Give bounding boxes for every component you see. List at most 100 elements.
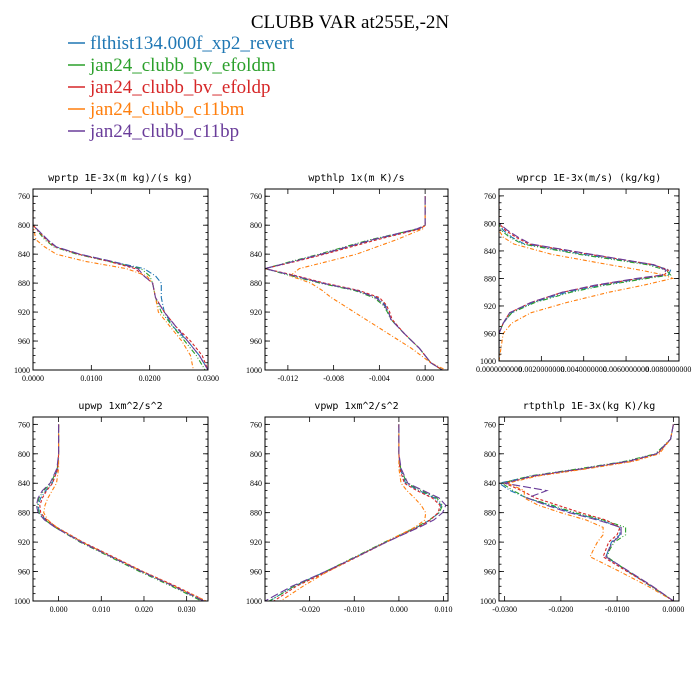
y-tick-label: 960	[18, 337, 30, 346]
legend-item: jan24_clubb_c11bp	[68, 121, 239, 142]
y-tick-label: 760	[250, 420, 262, 429]
series-line	[500, 424, 674, 601]
y-tick-label: 840	[484, 479, 496, 488]
series-line	[33, 196, 194, 370]
axis-frame	[264, 416, 449, 602]
legend-label: jan24_clubb_bv_efoldm	[89, 55, 276, 76]
series-line	[37, 424, 204, 601]
series-line	[499, 424, 674, 601]
legend-label: jan24_clubb_c11bp	[89, 121, 239, 142]
x-tick-label: 0.030	[178, 605, 196, 614]
axis-frame	[32, 416, 209, 602]
y-tick-label: 840	[484, 247, 496, 256]
x-tick-label: 0.0080000000	[645, 365, 691, 374]
x-tick-label: 0.0040000000	[561, 365, 607, 374]
y-tick-label: 800	[18, 221, 30, 230]
series-line	[269, 424, 442, 601]
series-line	[499, 195, 675, 361]
y-tick-label: 880	[18, 509, 30, 518]
panel-title: rtpthlp 1E-3x(kg K)/kg	[523, 401, 655, 412]
y-tick-label: 1000	[246, 366, 262, 375]
axis-frame	[32, 188, 209, 371]
y-tick-label: 840	[18, 250, 30, 259]
y-tick-label: 800	[484, 219, 496, 228]
y-tick-label: 960	[484, 329, 496, 338]
x-tick-label: 0.000	[416, 374, 434, 383]
y-tick-label: 800	[18, 450, 30, 459]
legend: flthist134.000f_xp2_revertjan24_clubb_bv…	[68, 33, 295, 142]
x-tick-label: -0.0200	[549, 605, 574, 614]
y-tick-label: 960	[250, 337, 262, 346]
chart-panel: wprcp 1E-3x(m/s) (kg/kg) 760 800 840 880 920 9…	[476, 173, 691, 374]
x-tick-label: 0.0200	[139, 374, 161, 383]
panel-title: upwp 1xm^2/s^2	[78, 401, 162, 412]
y-tick-label: 840	[250, 250, 262, 259]
x-tick-label: 0.0300	[197, 374, 219, 383]
series-line	[35, 424, 204, 601]
panel-title: wprtp 1E-3x(m kg)/(s kg)	[48, 173, 193, 184]
chart-panel: vpwp 1xm^2/s^2 760 800 840 880 920 960 1000 -0.0…	[246, 401, 453, 614]
legend-label: flthist134.000f_xp2_revert	[90, 33, 295, 54]
series-line	[504, 424, 674, 601]
y-tick-label: 760	[250, 192, 262, 201]
y-tick-label: 920	[484, 538, 496, 547]
series-line	[499, 195, 672, 361]
y-tick-label: 1000	[480, 357, 496, 366]
x-tick-label: 0.0060000000	[603, 365, 649, 374]
legend-item: jan24_clubb_bv_efoldm	[68, 55, 276, 76]
series-line	[33, 196, 208, 370]
legend-item: jan24_clubb_bv_efoldp	[68, 77, 270, 98]
y-tick-label: 880	[250, 279, 262, 288]
x-tick-label: 0.010	[435, 605, 453, 614]
panels: wprtp 1E-3x(m kg)/(s kg) 760 800 840 880 920 9…	[14, 173, 691, 614]
x-tick-label: -0.020	[299, 605, 320, 614]
legend-label: jan24_clubb_bv_efoldp	[89, 77, 270, 98]
series-line	[33, 196, 208, 370]
series-line	[273, 424, 441, 601]
y-tick-label: 800	[250, 221, 262, 230]
chart-panel: wpthlp 1x(m K)/s 760 800 840 880 920 960 1000 -0…	[246, 173, 449, 383]
y-tick-label: 880	[18, 279, 30, 288]
series-line	[33, 196, 206, 370]
chart-panel: wprtp 1E-3x(m kg)/(s kg) 760 800 840 880 920 9…	[14, 173, 219, 383]
series-line	[265, 196, 443, 370]
y-tick-label: 1000	[14, 366, 30, 375]
axis-frame	[498, 188, 680, 362]
series-line	[265, 196, 443, 370]
series-line	[33, 196, 208, 370]
panel-title: wpthlp 1x(m K)/s	[308, 173, 404, 184]
legend-item: jan24_clubb_c11bm	[68, 99, 245, 120]
legend-item: flthist134.000f_xp2_revert	[68, 33, 295, 54]
x-tick-label: -0.0300	[492, 605, 517, 614]
series-line	[505, 424, 674, 601]
y-tick-label: 960	[484, 568, 496, 577]
y-tick-label: 880	[484, 509, 496, 518]
series-line	[43, 424, 207, 601]
x-tick-label: 0.0000	[662, 605, 684, 614]
axis-frame	[264, 188, 449, 371]
y-tick-label: 760	[484, 420, 496, 429]
y-tick-label: 880	[484, 274, 496, 283]
x-tick-label: 0.010	[92, 605, 110, 614]
series-line	[269, 424, 444, 601]
series-line	[265, 424, 447, 601]
y-tick-label: 920	[250, 538, 262, 547]
y-tick-label: 1000	[14, 597, 30, 606]
x-tick-label: 0.020	[135, 605, 153, 614]
y-tick-label: 960	[18, 568, 30, 577]
series-line	[39, 424, 207, 601]
y-tick-label: 800	[250, 450, 262, 459]
series-line	[499, 195, 670, 361]
legend-label: jan24_clubb_c11bm	[89, 99, 245, 120]
figure-title: CLUBB VAR at255E,-2N	[251, 12, 450, 33]
panel-title: vpwp 1xm^2/s^2	[314, 401, 398, 412]
panel-title: wprcp 1E-3x(m/s) (kg/kg)	[517, 173, 662, 184]
chart-panel: rtpthlp 1E-3x(kg K)/kg 760 800 840 880 920 960…	[480, 401, 684, 614]
series-line	[502, 424, 674, 601]
axis-frame	[498, 416, 680, 602]
x-tick-label: 0.0000000000	[476, 365, 522, 374]
y-tick-label: 760	[18, 420, 30, 429]
y-tick-label: 920	[18, 538, 30, 547]
y-tick-label: 880	[250, 509, 262, 518]
